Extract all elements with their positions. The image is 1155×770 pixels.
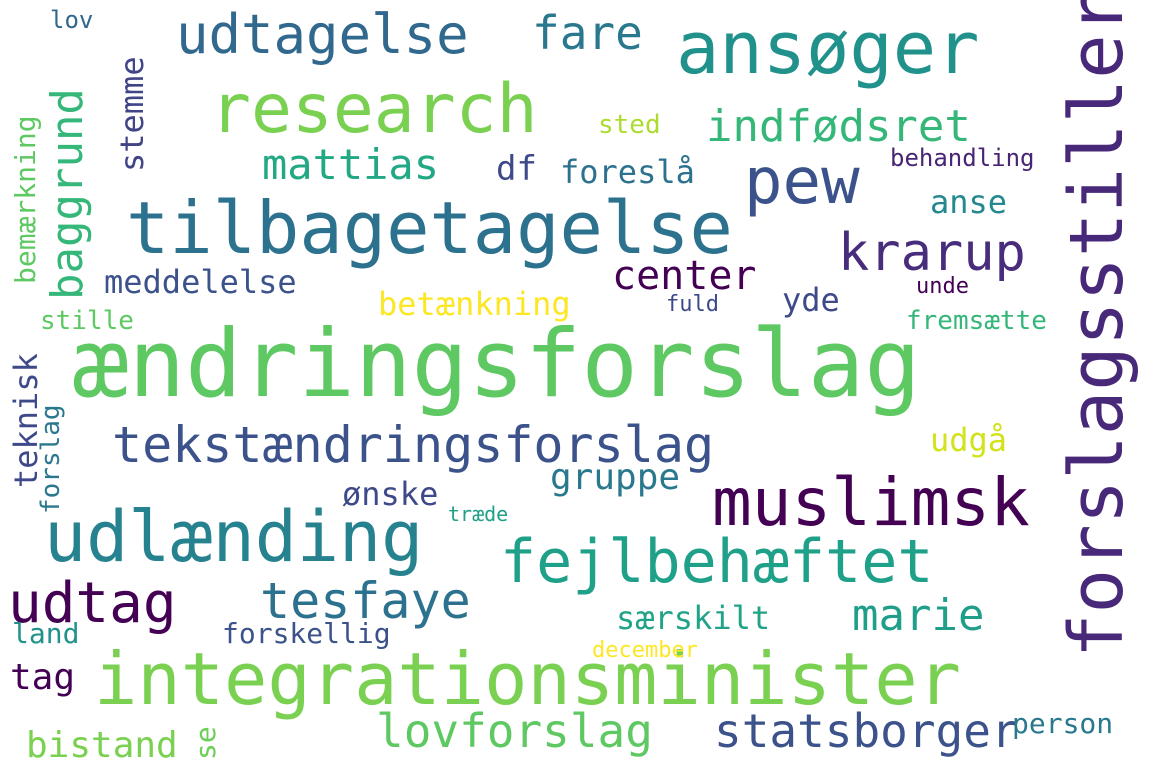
word-fremsaette: fremsætte (906, 306, 1047, 336)
word-fejlbehaeftet: fejlbehæftet (500, 527, 934, 597)
word-gruppe: gruppe (550, 457, 681, 498)
word-anse: anse (930, 183, 1008, 221)
word-udgaa: udgå (930, 421, 1008, 459)
word-ansoeger: ansøger (676, 6, 980, 90)
word-meddelelse: meddelelse (104, 263, 297, 301)
word-forslagsstiller: forslagsstiller (1054, 0, 1140, 658)
word-tekstaendringsforslag: tekstændringsforslag (112, 416, 715, 474)
word-center: center (612, 253, 757, 299)
word-unde: unde (916, 274, 969, 299)
word-tag: tag (10, 657, 76, 698)
word-marie: marie (852, 590, 985, 641)
word-udtag: udtag (8, 571, 177, 636)
word-december: december (592, 638, 698, 663)
word-traede: træde (448, 502, 509, 526)
word-research: research (210, 70, 538, 149)
word-forskellig: forskellig (222, 617, 391, 650)
word-statsborger: statsborger (714, 704, 1019, 758)
word-land: land (12, 617, 80, 650)
word-saerskilt: særskilt (616, 599, 771, 637)
word-fare: fare (532, 6, 643, 60)
word-baggrund: baggrund (42, 88, 93, 300)
word-lovforslag: lovforslag (376, 704, 653, 758)
word-fuld: fuld (666, 292, 719, 317)
word-person: person (1012, 707, 1114, 740)
word-foreslaa: foreslå (560, 153, 695, 191)
word-betaenkning: betænkning (378, 285, 571, 323)
word-integrationsminister: integrationsminister (94, 637, 961, 721)
word-aendringsforslag: ændringsforslag (72, 310, 921, 419)
word-yde: yde (782, 281, 840, 319)
word-stemme: stemme (113, 56, 151, 172)
word-se: se (189, 726, 222, 760)
word-stille: stille (40, 306, 134, 336)
word-krarup: krarup (838, 223, 1026, 283)
word-df: df (496, 149, 537, 189)
word-oenske: ønske (342, 475, 439, 513)
word-udlaending: udlænding (44, 496, 424, 578)
word-bistand: bistand (26, 725, 178, 766)
word-behandling: behandling (890, 144, 1035, 172)
word-mattias: mattias (262, 140, 440, 189)
word-udtagelse: udtagelse (176, 3, 469, 66)
word-muslimsk: muslimsk (712, 464, 1030, 541)
word-sted: sted (598, 110, 661, 140)
word-indfoedsret: indfødsret (706, 101, 971, 152)
word-forslag: forslag (36, 404, 66, 514)
word-bemaerkning: bemærkning (9, 115, 42, 284)
word-lov: lov (50, 6, 94, 34)
word-tesfaye: tesfaye (260, 572, 471, 630)
word-tilbagetagelse: tilbagetagelse (126, 186, 733, 270)
word-pew: pew (744, 145, 860, 219)
